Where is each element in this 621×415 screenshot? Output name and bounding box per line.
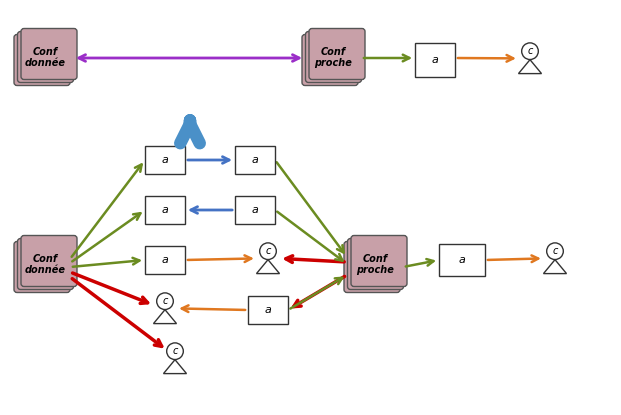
Text: a: a bbox=[432, 55, 438, 65]
FancyBboxPatch shape bbox=[309, 29, 365, 80]
FancyBboxPatch shape bbox=[21, 235, 77, 286]
FancyBboxPatch shape bbox=[17, 32, 73, 83]
Circle shape bbox=[156, 293, 173, 310]
Circle shape bbox=[166, 343, 183, 359]
Text: Conf
proche: Conf proche bbox=[356, 254, 394, 276]
Text: Conf
donnée: Conf donnée bbox=[24, 47, 65, 68]
FancyBboxPatch shape bbox=[14, 242, 70, 293]
Text: c: c bbox=[172, 346, 178, 356]
FancyBboxPatch shape bbox=[17, 239, 73, 290]
FancyBboxPatch shape bbox=[306, 32, 361, 83]
Text: c: c bbox=[552, 246, 558, 256]
Text: a: a bbox=[458, 255, 465, 265]
Text: a: a bbox=[161, 155, 168, 165]
Text: c: c bbox=[162, 296, 168, 306]
Text: a: a bbox=[265, 305, 271, 315]
Bar bbox=[235, 146, 275, 174]
Polygon shape bbox=[153, 310, 176, 324]
Polygon shape bbox=[519, 60, 542, 73]
Text: a: a bbox=[252, 155, 258, 165]
Text: Conf
donnée: Conf donnée bbox=[24, 254, 65, 276]
Text: a: a bbox=[252, 205, 258, 215]
Bar bbox=[145, 196, 185, 224]
Text: c: c bbox=[527, 46, 533, 56]
FancyBboxPatch shape bbox=[21, 29, 77, 80]
Circle shape bbox=[546, 243, 563, 259]
Circle shape bbox=[522, 43, 538, 59]
Text: Conf
proche: Conf proche bbox=[314, 47, 352, 68]
Text: a: a bbox=[161, 205, 168, 215]
FancyBboxPatch shape bbox=[351, 235, 407, 286]
FancyBboxPatch shape bbox=[348, 239, 404, 290]
Polygon shape bbox=[256, 260, 279, 273]
Text: a: a bbox=[161, 255, 168, 265]
Text: c: c bbox=[265, 246, 271, 256]
Polygon shape bbox=[163, 360, 186, 374]
FancyBboxPatch shape bbox=[302, 34, 358, 85]
FancyBboxPatch shape bbox=[344, 242, 400, 293]
Bar bbox=[439, 244, 485, 276]
Circle shape bbox=[260, 243, 276, 259]
FancyBboxPatch shape bbox=[14, 34, 70, 85]
Bar bbox=[248, 296, 288, 324]
Bar bbox=[145, 246, 185, 274]
Polygon shape bbox=[543, 260, 566, 273]
Bar bbox=[415, 43, 455, 77]
Bar bbox=[145, 146, 185, 174]
Bar bbox=[235, 196, 275, 224]
